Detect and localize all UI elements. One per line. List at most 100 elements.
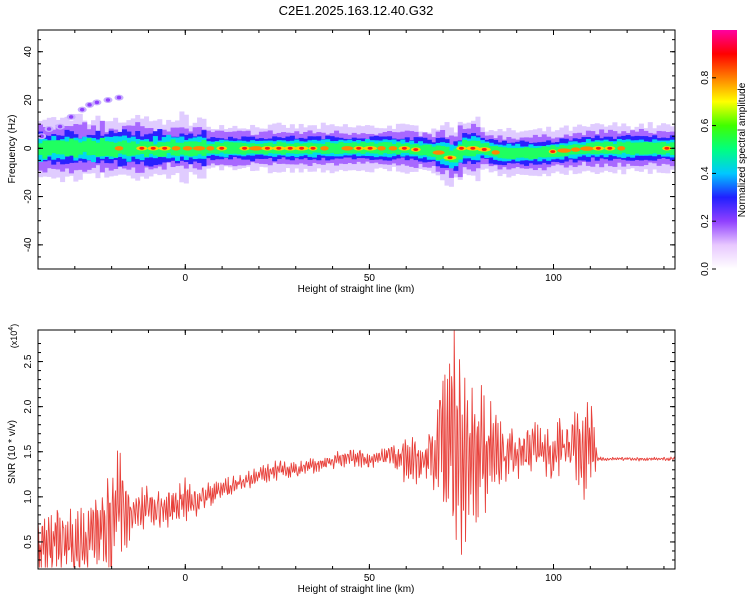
heatmap-hotspot bbox=[491, 150, 500, 155]
x-tick-label: 100 bbox=[545, 273, 562, 284]
heatmap-hotspot bbox=[320, 146, 329, 151]
heatmap-cell bbox=[634, 142, 640, 154]
y-tick-label: 2.0 bbox=[23, 399, 34, 413]
snr-line bbox=[38, 330, 675, 568]
heatmap-cell bbox=[506, 147, 512, 159]
snr-multiplier-close: ) bbox=[9, 324, 19, 327]
heatmap-core bbox=[664, 146, 670, 150]
heatmap-core bbox=[299, 146, 305, 150]
snr-series bbox=[38, 330, 675, 568]
snr-xlabel: Height of straight line (km) bbox=[298, 584, 415, 595]
sideband-core bbox=[79, 107, 85, 112]
heatmap-cell bbox=[46, 140, 52, 156]
heatmap-cell bbox=[519, 148, 525, 158]
heatmap-hotspot bbox=[182, 146, 193, 151]
heatmap-hotspot bbox=[617, 146, 626, 151]
sideband-core bbox=[87, 103, 92, 107]
heatmap-cell bbox=[426, 144, 432, 157]
spectrogram-ticks: 0 50 100 40 20 0 -20 -40 bbox=[23, 30, 675, 284]
heatmap-core bbox=[413, 148, 419, 151]
heatmap-cell bbox=[568, 145, 574, 155]
heatmap-hotspot bbox=[432, 150, 445, 155]
heatmap-core bbox=[607, 146, 613, 150]
heatmap-cell bbox=[457, 144, 463, 160]
snr-ticks: 0 50 100 0.5 1.0 1.5 2.0 2.5 bbox=[23, 330, 675, 584]
heatmap-cell bbox=[417, 145, 424, 156]
x-tick-label: 50 bbox=[364, 273, 376, 284]
heatmap-sidebands bbox=[38, 94, 124, 140]
heatmap-cell bbox=[316, 143, 322, 153]
heatmap-cell bbox=[82, 141, 88, 152]
heatmap-core bbox=[367, 146, 373, 150]
heatmap-cell bbox=[638, 142, 644, 155]
x-tick-label: 50 bbox=[364, 573, 376, 584]
heatmap-core bbox=[264, 146, 270, 150]
heatmap-cell bbox=[108, 141, 114, 157]
heatmap-cell bbox=[541, 146, 547, 158]
spectrogram-ylabel: Frequency (Hz) bbox=[7, 115, 18, 184]
heatmap-cell bbox=[130, 141, 136, 156]
heatmap-cell bbox=[51, 140, 57, 154]
colorbar-label: Normalized spectral amplitude bbox=[737, 82, 748, 217]
heatmap-cell bbox=[91, 140, 97, 155]
heatmap-cell bbox=[652, 142, 658, 154]
heatmap-cell bbox=[42, 140, 48, 159]
heatmap-cell bbox=[338, 141, 344, 154]
heatmap-cell bbox=[643, 141, 649, 155]
heatmap-cell bbox=[126, 142, 132, 157]
heatmap-hotspot bbox=[192, 146, 206, 151]
heatmap-hotspot bbox=[557, 148, 571, 153]
colorbar-tick-label: 0.0 bbox=[700, 262, 711, 276]
heatmap-cell bbox=[554, 146, 560, 158]
heatmap-cell bbox=[60, 140, 66, 155]
heatmap-core bbox=[595, 146, 601, 150]
heatmap-core bbox=[150, 146, 156, 150]
y-tick-label: 1.0 bbox=[23, 489, 34, 503]
colorbar-tick-label: 0.6 bbox=[700, 118, 711, 132]
heatmap-core bbox=[447, 156, 453, 160]
heatmap-cell bbox=[532, 147, 538, 159]
svg-text:(x104): (x104) bbox=[8, 324, 19, 348]
heatmap-cell bbox=[95, 142, 101, 157]
x-tick-label: 100 bbox=[545, 573, 562, 584]
y-tick-label: 20 bbox=[23, 94, 34, 106]
heatmap-cell bbox=[86, 138, 92, 156]
heatmap-cell bbox=[656, 142, 662, 155]
heatmap-cell bbox=[334, 143, 340, 155]
heatmap-cell bbox=[99, 138, 105, 157]
heatmap-core bbox=[356, 146, 362, 150]
heatmap-cell bbox=[73, 140, 79, 158]
heatmap-core bbox=[401, 146, 407, 150]
sideband-core bbox=[105, 98, 111, 102]
snr-ylabel: SNR (10 * v/v) bbox=[7, 420, 18, 484]
y-tick-label: 2.5 bbox=[23, 354, 34, 368]
heatmap-core bbox=[470, 146, 476, 150]
heatmap-hotspot bbox=[171, 146, 181, 151]
heatmap-cell bbox=[422, 144, 428, 156]
heatmap-hotspots bbox=[114, 146, 672, 160]
heatmap-cell bbox=[524, 147, 530, 159]
snr-multiplier: (x104) bbox=[8, 324, 19, 348]
heatmap-cell bbox=[64, 141, 70, 157]
heatmap-core bbox=[287, 146, 293, 150]
snr-frame bbox=[37, 329, 676, 570]
heatmap-core bbox=[310, 146, 316, 150]
sideband-core bbox=[46, 127, 52, 131]
heatmap-hotspot bbox=[570, 147, 581, 152]
heatmap-cell bbox=[232, 142, 238, 154]
heatmap-core bbox=[276, 146, 282, 150]
sideband-core bbox=[57, 124, 63, 129]
x-tick-label: 0 bbox=[183, 573, 189, 584]
heatmap-cell bbox=[179, 142, 185, 155]
colorbar-gradient bbox=[712, 30, 737, 269]
heatmap-cell bbox=[537, 147, 543, 158]
heatmap-cell bbox=[488, 146, 494, 156]
y-tick-label: -40 bbox=[23, 237, 34, 252]
heatmap-cell bbox=[630, 142, 636, 155]
x-tick-label: 0 bbox=[183, 273, 189, 284]
heatmap-core bbox=[162, 146, 168, 150]
sideband-core bbox=[116, 95, 122, 100]
heatmap-core bbox=[481, 148, 487, 151]
colorbar-tick-label: 0.8 bbox=[700, 70, 711, 84]
heatmap-core bbox=[139, 146, 145, 150]
